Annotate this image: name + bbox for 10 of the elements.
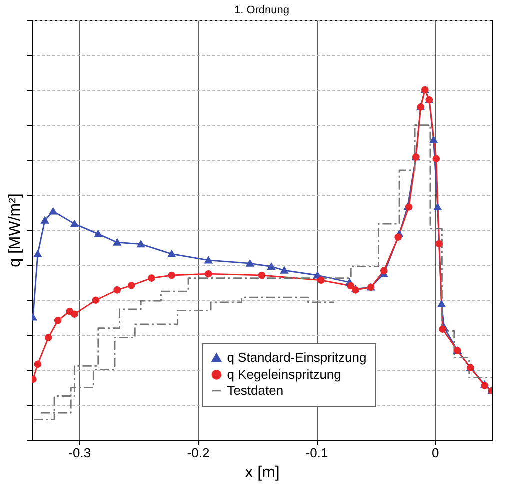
- legend-label: q Standard-Einspritzung: [227, 350, 367, 365]
- x-tick-label: -0.1: [306, 446, 328, 460]
- chart-title: 1. Ordnung: [234, 4, 290, 16]
- y-axis-title: q [MW/m²]: [7, 194, 24, 268]
- legend-label: q Kegeleinspritzung: [227, 366, 342, 382]
- x-axis-title: x [m]: [245, 464, 280, 482]
- legend-label: Testdaten: [227, 382, 284, 398]
- x-tick-label: -0.3: [68, 446, 92, 460]
- x-tick-label: 0: [432, 446, 440, 460]
- x-tick-label: -0.2: [187, 446, 210, 460]
